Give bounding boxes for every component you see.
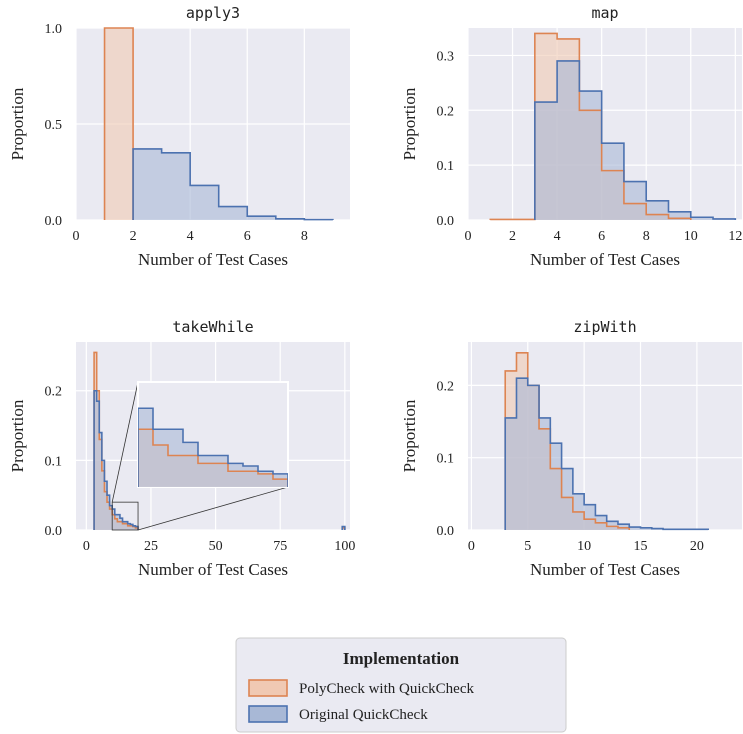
x-tick-label: 10 (684, 229, 698, 244)
x-axis-label: Number of Test Cases (138, 560, 288, 579)
x-tick-label: 12 (728, 229, 742, 244)
y-tick-label: 0.2 (437, 379, 455, 394)
x-axis-label: Number of Test Cases (138, 250, 288, 269)
panel-takeWhile: 0 25 50 75 100 0.0 0.1 0.2 takeWhile Number of Te… (8, 318, 355, 579)
x-tick-label: 0 (468, 539, 475, 554)
y-tick-label: 1.0 (45, 22, 63, 37)
legend-label-original: Original QuickCheck (299, 707, 428, 723)
legend-swatch-polycheck (248, 679, 288, 697)
panel-apply3: 0 2 4 6 8 0.0 0.5 1.0 apply3 Number of Test Cases… (8, 4, 350, 269)
y-axis-label: Proportion (8, 399, 27, 472)
y-tick-label: 0.5 (45, 118, 63, 133)
series-fill-original (505, 378, 709, 530)
y-tick-label: 0.1 (437, 452, 455, 467)
x-tick-label: 8 (643, 229, 650, 244)
x-tick-label: 4 (187, 229, 194, 244)
x-tick-label: 5 (524, 539, 531, 554)
legend-title: Implementation (343, 649, 460, 668)
x-tick-label: 10 (577, 539, 591, 554)
x-tick-label: 20 (690, 539, 704, 554)
y-tick-label: 0.0 (45, 524, 63, 539)
y-tick-label: 0.3 (437, 49, 455, 64)
legend-label-polycheck: PolyCheck with QuickCheck (299, 681, 474, 697)
y-axis-label: Proportion (400, 87, 419, 160)
x-tick-label: 6 (244, 229, 251, 244)
legend-swatch-original (248, 705, 288, 723)
chart-title: zipWith (573, 318, 636, 336)
legend: Implementation PolyCheck with QuickCheck… (235, 637, 567, 733)
x-tick-label: 0 (83, 539, 90, 554)
x-axis-label: Number of Test Cases (530, 250, 680, 269)
inset-series (138, 407, 288, 487)
y-tick-label: 0.0 (437, 524, 455, 539)
chart-title: takeWhile (172, 318, 253, 336)
y-tick-label: 0.0 (437, 214, 455, 229)
legend-frame (235, 637, 567, 733)
panel-zipWith: 0 5 10 15 20 0.0 0.1 0.2 zipWith Number of Test C… (400, 318, 742, 579)
series-fill-original (534, 60, 736, 220)
x-tick-label: 8 (301, 229, 308, 244)
x-tick-label: 15 (634, 539, 648, 554)
chart-title: apply3 (186, 4, 240, 22)
series-outline-polycheck (103, 27, 134, 220)
chart-panels: 0 2 4 6 8 0.0 0.5 1.0 apply3 Number of Test Cases… (8, 4, 742, 579)
y-axis-label: Proportion (8, 87, 27, 160)
inset-outline-original (138, 407, 288, 487)
series-fill-polycheck (104, 28, 134, 220)
series-outline-original (504, 377, 709, 531)
y-tick-label: 0.0 (45, 214, 63, 229)
x-axis-label: Number of Test Cases (530, 560, 680, 579)
x-tick-label: 2 (509, 229, 516, 244)
zoom-connector-line (137, 486, 289, 531)
chart-title: map (591, 4, 618, 22)
panel-map: 0 2 4 6 8 10 12 0.0 0.1 0.2 0.3 map Number of Test C… (400, 4, 742, 269)
series-outline-original (132, 148, 334, 221)
y-tick-label: 0.2 (45, 385, 63, 400)
x-tick-label: 6 (598, 229, 605, 244)
y-axis-label: Proportion (400, 399, 419, 472)
series-fill-original (133, 148, 333, 220)
x-tick-label: 0 (73, 229, 80, 244)
y-tick-label: 0.2 (437, 104, 455, 119)
x-tick-label: 75 (273, 539, 287, 554)
zoom-region-box (111, 501, 139, 531)
y-tick-label: 0.1 (45, 454, 63, 469)
series-outline-original (534, 60, 737, 220)
x-tick-label: 25 (144, 539, 158, 554)
inset-fill-original (138, 408, 288, 487)
x-tick-label: 50 (209, 539, 223, 554)
x-tick-label: 4 (554, 229, 561, 244)
y-tick-label: 0.1 (437, 159, 455, 174)
zoom-connector-line (111, 381, 139, 503)
x-tick-label: 0 (465, 229, 472, 244)
series-outline-polycheck (504, 352, 631, 530)
x-tick-label: 100 (334, 539, 355, 554)
x-tick-label: 2 (130, 229, 137, 244)
series-outline-original (93, 389, 346, 530)
